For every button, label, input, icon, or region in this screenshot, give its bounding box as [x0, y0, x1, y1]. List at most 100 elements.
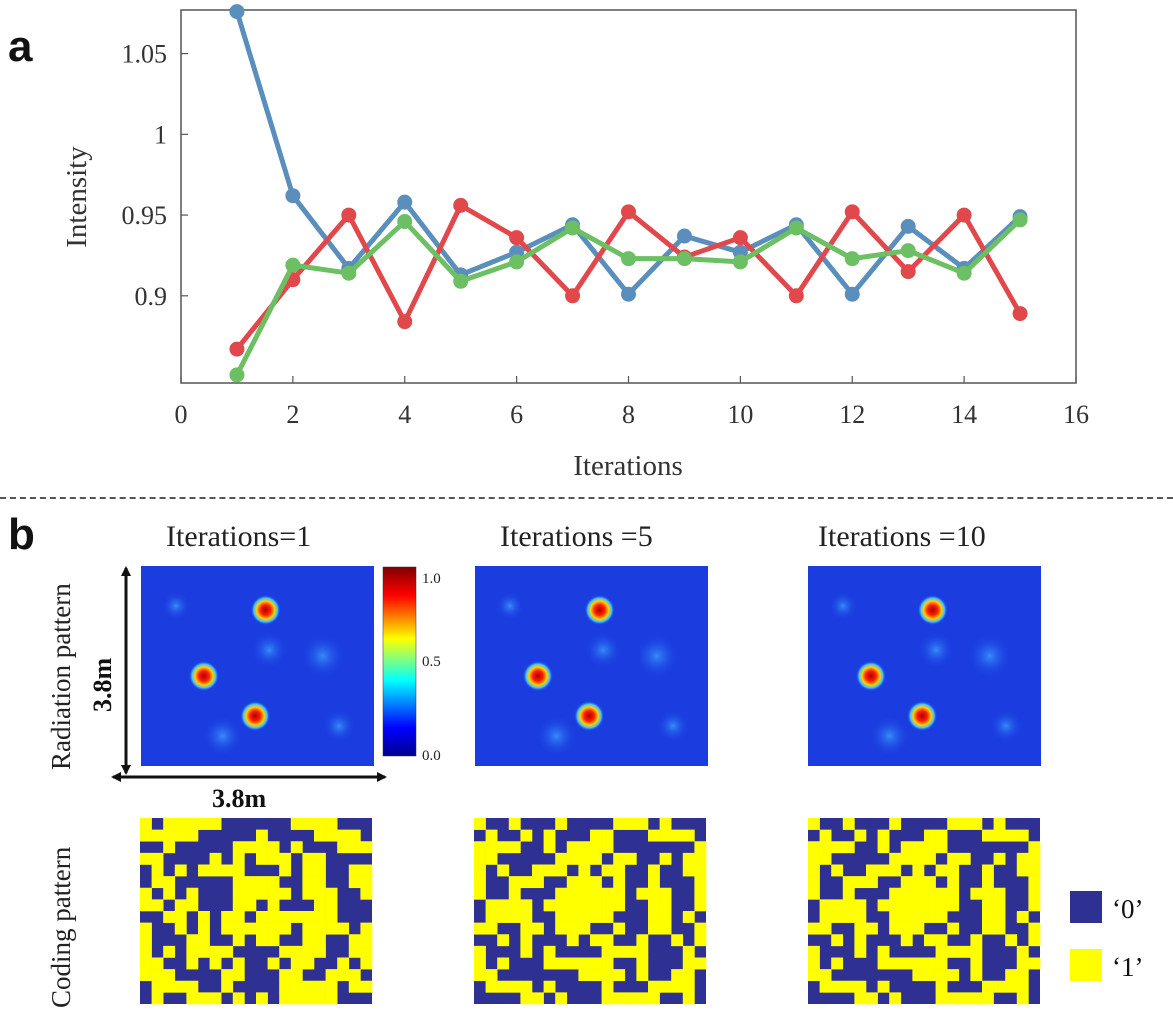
coding-cell-one	[256, 922, 268, 935]
coding-cell-one	[900, 841, 913, 854]
series-1-point	[676, 228, 692, 244]
coding-cell-one	[854, 911, 867, 923]
coding-cell-one	[267, 957, 280, 970]
radiation-beam-spot	[250, 595, 281, 625]
coding-cell-one	[314, 818, 326, 830]
coding-cell-one	[348, 876, 361, 889]
coding-cell-one	[290, 841, 303, 854]
coding-cell-one	[244, 887, 257, 900]
coding-cell-one	[958, 945, 971, 958]
coding-cell-one	[808, 922, 820, 935]
coding-cell-one	[935, 945, 948, 958]
coding-cell-one	[924, 841, 936, 854]
coding-cell-one	[636, 934, 649, 947]
coding-cell-one	[520, 980, 533, 993]
coding-cell-one	[648, 992, 660, 1005]
coding-cell-one	[694, 841, 707, 854]
coding-cell-one	[209, 992, 222, 1005]
coding-cell-one	[912, 864, 925, 877]
coding-cell-one	[682, 852, 695, 865]
coding-cell-one	[314, 864, 326, 877]
radiation-heatmap-2	[475, 566, 708, 766]
coding-cell-one	[924, 887, 936, 900]
coding-cell-one	[256, 829, 268, 842]
coding-cell-one	[1028, 876, 1041, 889]
coding-cell-one	[279, 969, 292, 982]
coding-cell-one	[543, 829, 556, 842]
coding-cell-one	[1028, 922, 1041, 935]
coding-cell-one	[566, 957, 579, 970]
coding-cell-one	[520, 829, 533, 842]
column-title-1: Iterations=1	[166, 520, 312, 553]
coding-cell-one	[877, 899, 890, 912]
coding-cell-one	[186, 887, 199, 900]
coding-cell-one	[1016, 911, 1029, 923]
coding-cell-one	[244, 841, 257, 854]
coding-cell-one	[337, 957, 350, 970]
coding-cell-one	[290, 980, 303, 993]
coding-cell-one	[982, 829, 994, 842]
coding-cell-one	[174, 864, 187, 877]
series-3-point	[676, 251, 692, 267]
coding-cell-one	[842, 911, 855, 923]
coding-cell-one	[900, 934, 913, 947]
coding-cell-one	[958, 818, 971, 830]
series-3-point	[900, 243, 916, 259]
radiation-heatmap-1	[141, 566, 374, 766]
coding-cell-one	[348, 945, 361, 958]
coding-cell-one	[497, 980, 510, 993]
coding-cell-one	[947, 899, 960, 912]
coding-cell-one	[232, 992, 245, 1005]
sidelobe-blob	[251, 632, 288, 668]
coding-cell-one	[889, 957, 902, 970]
coding-cell-one	[877, 957, 890, 970]
coding-cell-one	[485, 980, 498, 993]
coding-cell-one	[325, 922, 338, 935]
coding-cell-one	[958, 852, 971, 865]
coding-cell-one	[485, 899, 498, 912]
coding-cell-one	[302, 818, 315, 830]
coding-cell-one	[186, 899, 199, 912]
coding-cell-one	[267, 934, 280, 947]
coding-cell-one	[993, 980, 1006, 993]
coding-cell-one	[671, 829, 684, 842]
coding-cell-one	[636, 992, 649, 1005]
coding-cell-one	[140, 969, 152, 982]
coding-cell-one	[485, 852, 498, 865]
coding-cell-one	[279, 992, 292, 1005]
coding-cell-one	[290, 911, 303, 923]
coding-cell-one	[578, 969, 591, 982]
coding-cell-one	[889, 911, 902, 923]
coding-cell-one	[590, 829, 602, 842]
series-1-point	[397, 194, 413, 210]
series-3-point	[844, 251, 860, 267]
coding-cell-one	[232, 899, 245, 912]
coding-cell-one	[601, 945, 614, 958]
coding-cell-one	[648, 899, 660, 912]
y-tick-label: 1	[154, 120, 167, 149]
coding-cell-one	[624, 992, 637, 1005]
coding-cell-one	[1028, 864, 1041, 877]
coding-cell-one	[601, 829, 614, 842]
series-2-point	[565, 288, 581, 304]
coding-cell-one	[232, 934, 245, 947]
coding-cell-one	[889, 992, 902, 1005]
coding-cell-one	[314, 911, 326, 923]
coding-cell-one	[694, 957, 707, 970]
coding-cell-one	[808, 969, 820, 982]
coding-cell-one	[819, 969, 832, 982]
coding-cell-one	[508, 876, 521, 889]
coding-cell-one	[982, 922, 994, 935]
heatmap-background	[141, 566, 374, 766]
coding-cell-one	[532, 922, 544, 935]
coding-cell-one	[1028, 887, 1041, 900]
coding-cell-one	[532, 876, 544, 889]
coding-cell-one	[140, 829, 152, 842]
coding-cell-one	[532, 864, 544, 877]
coding-cell-one	[198, 864, 210, 877]
coding-cell-one	[348, 934, 361, 947]
coding-cell-one	[221, 980, 234, 993]
coding-cell-one	[912, 899, 925, 912]
coding-cell-one	[659, 899, 672, 912]
coding-cell-one	[232, 911, 245, 923]
